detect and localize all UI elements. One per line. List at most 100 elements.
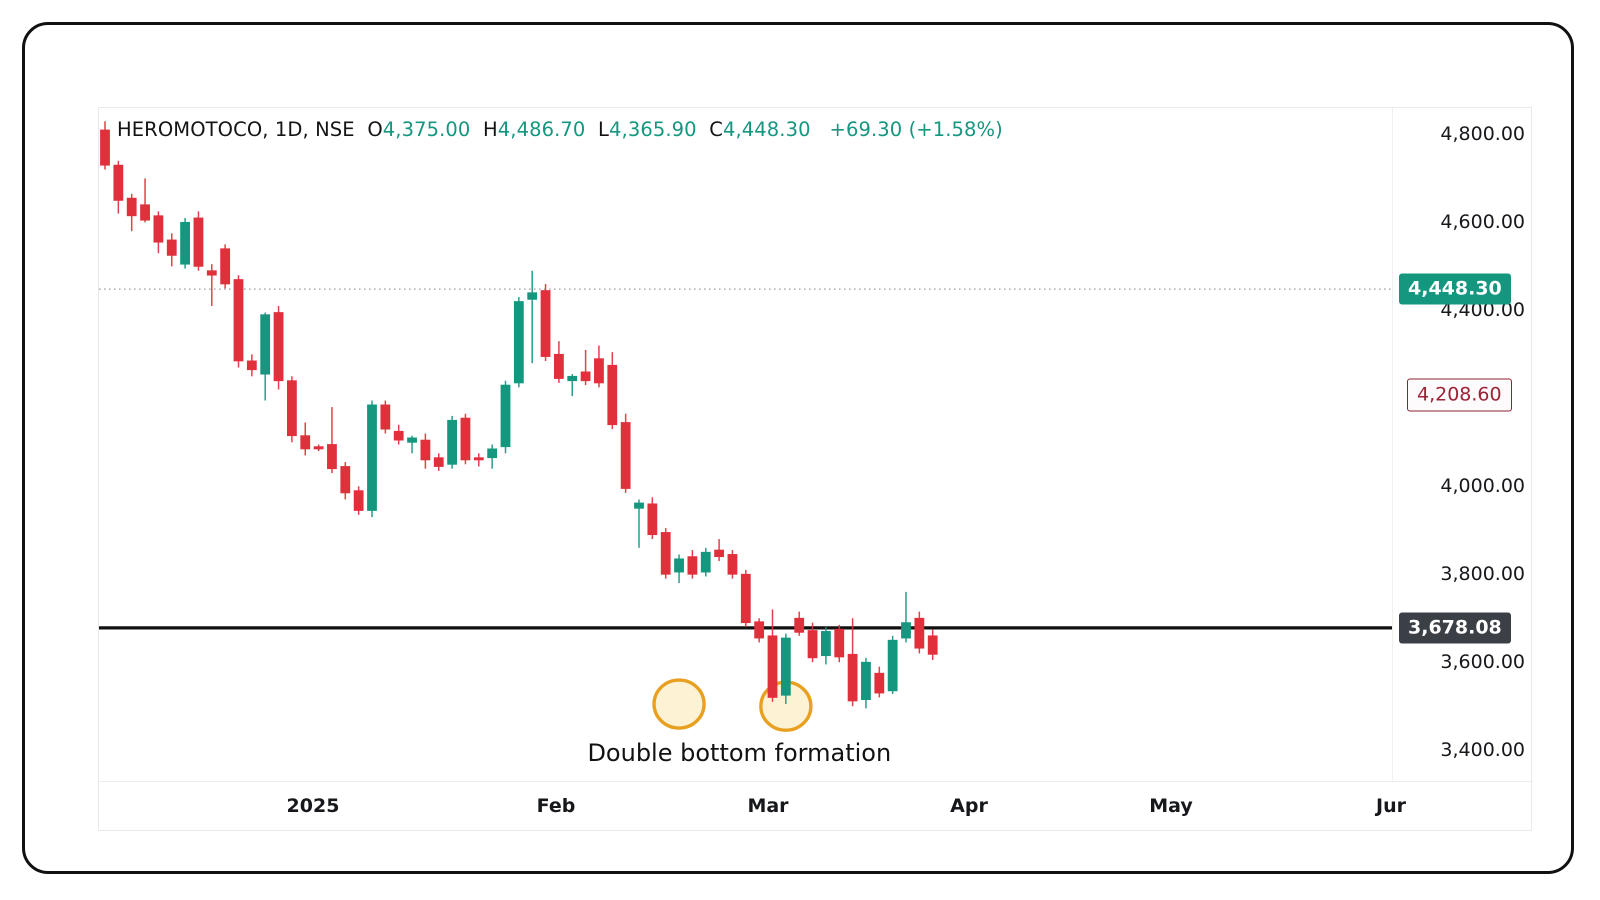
candle [500,380,511,454]
candle [700,547,711,577]
legend-low-label: L [598,118,610,141]
candle [594,345,604,388]
time-axis[interactable]: 2025 Feb Mar Apr May Jur [99,782,1533,831]
candle [874,666,885,698]
candle [420,433,431,469]
price-axis-divider [1392,108,1393,781]
candle [580,349,591,386]
candle [100,121,110,170]
candle [754,618,765,643]
candle [727,550,738,579]
candle [246,354,257,377]
legend-low-value: 4,365.90 [609,118,697,141]
candle [220,244,231,289]
candle [674,554,684,584]
time-tick: May [1149,795,1193,817]
candle [180,217,190,269]
candle [273,305,284,390]
time-axis-divider [99,781,1533,782]
candle [166,233,177,267]
candle [620,413,631,493]
candle [834,624,845,663]
price-level-badge[interactable]: 4,208.60 [1407,378,1512,412]
candle [567,374,578,397]
legend-high-label: H [483,118,498,141]
candle [153,211,164,254]
candle [780,633,791,705]
price-tick: 3,800.00 [1440,563,1525,586]
candle [634,499,644,548]
price-tick: 4,800.00 [1440,123,1525,146]
candle [687,550,698,579]
price-tick: 4,600.00 [1440,211,1525,234]
candle [740,569,751,628]
candle [113,160,124,214]
price-tick: 4,400.00 [1440,299,1525,322]
candle [460,413,471,465]
legend-sep-2: , [302,118,316,141]
candle [353,486,364,515]
candle [861,657,871,709]
legend-close-label: C [709,118,723,141]
candle [193,211,204,271]
candle [714,539,724,562]
legend-close-value: 4,448.30 [722,118,811,141]
candle [313,444,324,452]
candle [527,270,538,364]
time-tick: Jur [1376,795,1406,817]
candle [540,283,551,361]
legend-open-value: 4,375.00 [382,118,471,141]
candle [393,424,404,445]
time-tick: 2025 [286,795,340,817]
candle [140,178,150,223]
candle [300,422,311,456]
candle [447,415,458,469]
legend-interval[interactable]: 1D [274,118,303,141]
annotation-ellipse [652,678,706,730]
support-level-badge[interactable]: 3,678.08 [1399,612,1511,644]
candle [380,400,391,434]
candle [794,611,805,636]
candle [513,297,524,388]
candle [553,341,564,383]
candlestick-svg [99,121,1392,732]
candle [660,528,671,579]
candle [607,352,618,430]
candle [887,635,898,694]
candle [433,453,444,471]
candle [233,275,244,368]
candle [286,376,297,443]
last-price-badge[interactable]: 4,448.30 [1399,273,1511,305]
price-tick: 3,400.00 [1440,739,1525,762]
chart-window-frame: HEROMOTOCO, 1D, NSE O4,375.00 H4,486.70 … [22,22,1574,874]
candle [821,627,831,665]
candle [914,611,925,654]
candle [206,264,217,306]
legend-sep-1: , [262,118,275,141]
candlestick-plot-area[interactable] [99,108,1392,781]
candle [847,618,858,707]
annotation-label: Double bottom formation [587,738,892,767]
candle [367,400,377,518]
legend-high-value: 4,486.70 [497,118,586,141]
legend-change: +69.30 (+1.58%) [829,118,1003,141]
time-tick: Apr [950,795,988,817]
candle [901,591,911,643]
candle [807,622,818,663]
candle [327,407,337,474]
chart-legend[interactable]: HEROMOTOCO, 1D, NSE O4,375.00 H4,486.70 … [117,118,1003,141]
candle [647,497,658,540]
candle [473,453,484,467]
price-tick: 3,600.00 [1440,651,1525,674]
chart-panel[interactable]: HEROMOTOCO, 1D, NSE O4,375.00 H4,486.70 … [98,107,1533,831]
legend-exchange[interactable]: NSE [315,118,355,141]
candle [126,193,137,232]
candle [927,629,938,661]
price-tick: 4,000.00 [1440,475,1525,498]
price-axis[interactable]: 4,800.00 4,600.00 4,400.00 4,000.00 3,800.00… [1393,108,1533,781]
legend-open-label: O [367,118,383,141]
time-tick: Feb [536,795,576,817]
legend-symbol[interactable]: HEROMOTOCO [117,118,263,141]
candle [767,609,778,702]
candle [340,462,351,500]
